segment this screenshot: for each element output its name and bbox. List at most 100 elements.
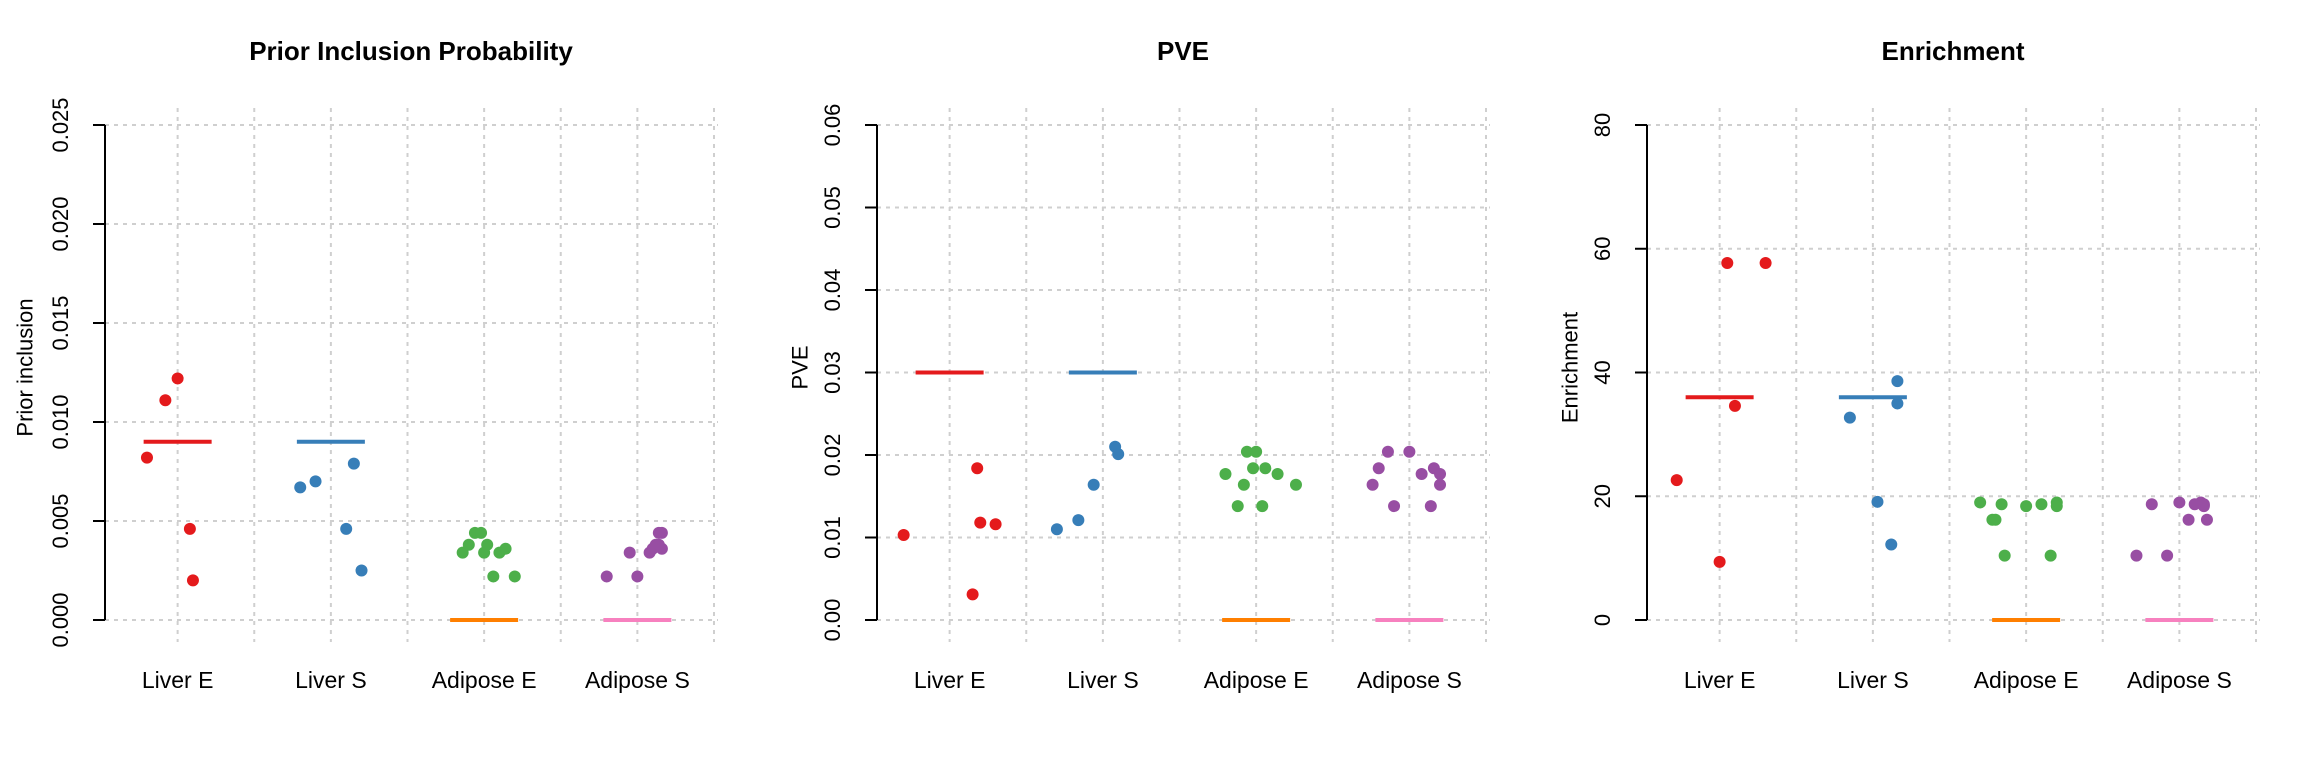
data-point [159, 394, 172, 407]
y-tick-label: 0.015 [48, 295, 73, 350]
data-point [1403, 445, 1416, 458]
y-tick-label: 0.02 [820, 434, 845, 477]
data-point [1050, 523, 1063, 536]
data-point [1072, 514, 1085, 527]
y-tick-label: 0.00 [820, 599, 845, 642]
y-tick-label: 80 [1590, 113, 1615, 137]
data-point [1415, 467, 1428, 480]
data-point [1250, 445, 1263, 458]
data-point [183, 522, 196, 535]
y-tick-label: 0.04 [820, 269, 845, 312]
data-point [2161, 549, 2174, 562]
data-point [2197, 498, 2210, 511]
data-point [623, 546, 636, 559]
data-point [1372, 462, 1385, 475]
y-axis-label: PVE [787, 345, 812, 389]
data-point [1995, 498, 2008, 511]
chart-title: Prior Inclusion Probability [249, 36, 573, 66]
y-tick-label: 0.010 [48, 394, 73, 449]
data-point [1974, 496, 1987, 509]
x-tick-label: Liver E [1684, 667, 1756, 693]
x-tick-label: Liver S [295, 667, 367, 693]
x-tick-label: Adipose E [1974, 667, 2079, 693]
chart-title: Enrichment [1881, 36, 2024, 66]
data-point [1759, 256, 1772, 269]
y-tick-label: 20 [1590, 484, 1615, 508]
data-point [1670, 474, 1683, 487]
data-point [1256, 500, 1269, 513]
chart-title: PVE [1157, 36, 1209, 66]
y-tick-label: 0.025 [48, 97, 73, 152]
data-point [294, 481, 307, 494]
y-tick-label: 0.03 [820, 351, 845, 394]
x-tick-label: Adipose E [432, 667, 537, 693]
y-tick-label: 0.020 [48, 196, 73, 251]
data-point [1713, 555, 1726, 568]
y-tick-label: 0.05 [820, 186, 845, 229]
data-point [462, 538, 475, 551]
y-tick-label: 0.005 [48, 493, 73, 548]
data-point [1087, 478, 1100, 491]
y-tick-label: 0.06 [820, 104, 845, 147]
data-point [1885, 538, 1898, 551]
data-point [2050, 500, 2063, 513]
data-point [1989, 513, 2002, 526]
data-point [971, 462, 984, 475]
x-tick-label: Liver S [1067, 667, 1139, 693]
data-point [487, 570, 500, 583]
data-point [309, 475, 322, 488]
data-point [508, 570, 521, 583]
data-point [1728, 399, 1741, 412]
data-point [1424, 500, 1437, 513]
y-axis-label: Prior inclusion [12, 298, 37, 436]
data-point [600, 570, 613, 583]
data-point [2035, 498, 2048, 511]
x-tick-label: Adipose S [1357, 667, 1462, 693]
data-point [1891, 375, 1904, 388]
data-point [481, 538, 494, 551]
data-point [1259, 462, 1272, 475]
x-tick-label: Adipose E [1204, 667, 1309, 693]
data-point [631, 570, 644, 583]
data-point [974, 516, 987, 529]
panel-2: 0.00 0.01 0.02 0.03 0.04 0.05 0.06 PVE PVE Liver … [787, 36, 1490, 693]
data-point [1388, 500, 1401, 513]
data-point [2130, 549, 2143, 562]
data-point [1237, 478, 1250, 491]
data-point [1231, 500, 1244, 513]
data-point [1240, 445, 1253, 458]
data-point [499, 542, 512, 555]
y-tick-label: 0 [1590, 614, 1615, 626]
y-tick-label: 40 [1590, 360, 1615, 384]
data-point [1998, 549, 2011, 562]
y-tick-label: 0.000 [48, 592, 73, 647]
data-point [140, 451, 153, 464]
x-tick-label: Adipose S [585, 667, 690, 693]
data-point [989, 518, 1002, 531]
data-point [2145, 498, 2158, 511]
data-point [1891, 397, 1904, 410]
data-point [1381, 445, 1394, 458]
panel-1: 0.000 0.005 0.010 0.015 0.020 0.025 Prior Incl… [12, 36, 718, 693]
x-tick-label: Liver E [914, 667, 986, 693]
data-point [1289, 478, 1302, 491]
data-point [655, 526, 668, 539]
data-point [1247, 462, 1260, 475]
data-point [2173, 496, 2186, 509]
data-point [171, 372, 184, 385]
data-point [1112, 448, 1125, 461]
data-point [340, 522, 353, 535]
data-point [1271, 467, 1284, 480]
y-tick-label: 0.01 [820, 516, 845, 559]
data-point [186, 574, 199, 587]
data-point [1434, 467, 1447, 480]
data-point [1434, 478, 1447, 491]
data-point [2182, 513, 2195, 526]
data-point [1721, 256, 1734, 269]
x-tick-label: Liver E [142, 667, 214, 693]
data-point [1843, 411, 1856, 424]
data-point [1366, 478, 1379, 491]
y-tick-label: 60 [1590, 237, 1615, 261]
